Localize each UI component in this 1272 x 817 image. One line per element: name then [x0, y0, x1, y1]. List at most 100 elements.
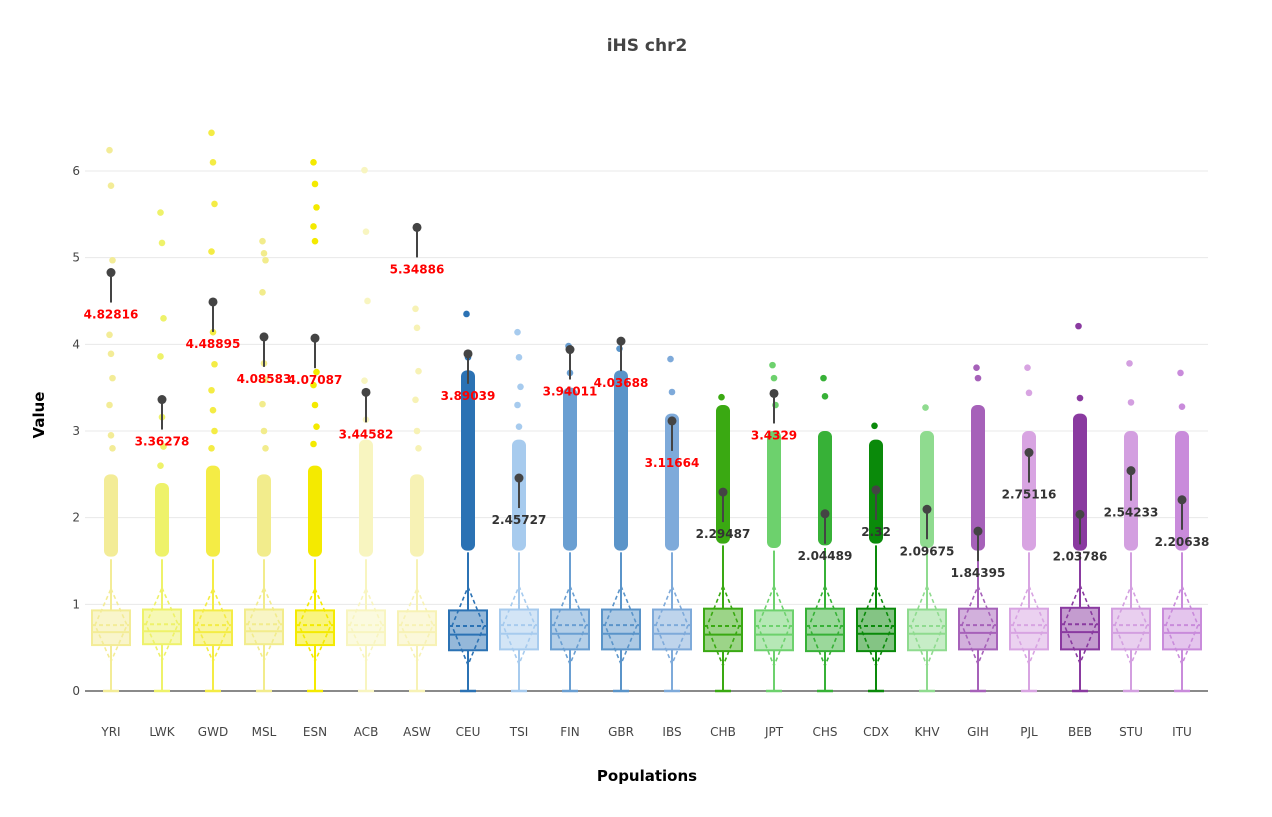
outlier-point	[1178, 403, 1186, 411]
box-esn: ESN 4.07087	[288, 159, 342, 739]
outlier-point	[412, 305, 419, 313]
outlier-point	[974, 374, 982, 382]
annotation-marker	[1024, 448, 1034, 458]
box-iqr	[754, 609, 794, 652]
x-tick-label: ITU	[1172, 725, 1192, 739]
box-iqr	[601, 608, 641, 651]
box-jpt: JPT 3.4329	[751, 361, 797, 739]
outlier-point	[1127, 399, 1135, 406]
sd-diamond	[1165, 584, 1199, 667]
outlier-point	[259, 289, 266, 296]
outlier-point	[211, 200, 218, 208]
box-iqr	[907, 608, 947, 652]
box-asw: ASW 5.34886	[390, 222, 445, 739]
x-tick-label: BEB	[1068, 725, 1092, 739]
x-tick-label: ESN	[303, 725, 327, 739]
outlier-point	[1076, 394, 1084, 402]
outlier-point	[311, 237, 319, 245]
box-iqr	[856, 607, 896, 653]
annotation-marker	[1177, 495, 1187, 505]
outlier-cluster	[461, 370, 475, 551]
box-iqr	[91, 609, 131, 647]
outlier-point	[313, 204, 320, 211]
outlier-cluster	[767, 430, 781, 548]
annotation-label: 2.20638	[1155, 535, 1210, 549]
sd-diamond	[400, 586, 434, 664]
outlier-cluster	[155, 482, 169, 557]
outlier-point	[109, 374, 116, 382]
annotation-marker	[871, 485, 881, 495]
outlier-cluster	[971, 404, 985, 551]
sd-diamond	[1114, 584, 1148, 667]
annotation-label: 3.4329	[751, 428, 797, 442]
outlier-point	[310, 381, 317, 389]
outlier-point	[517, 383, 524, 391]
annotation-marker	[718, 487, 728, 497]
box-fin: FIN 3.94011	[543, 342, 597, 739]
outlier-point	[1075, 322, 1082, 330]
box-khv: KHV 2.09675	[900, 404, 954, 739]
outlier-cluster	[1022, 430, 1036, 551]
box-iqr	[1009, 607, 1049, 651]
y-axis-label: Value	[30, 392, 48, 439]
sd-diamond	[553, 584, 587, 667]
outlier-point	[514, 328, 521, 336]
annotation-marker	[514, 473, 524, 483]
outlier-cluster	[308, 465, 322, 557]
outlier-point	[515, 354, 523, 361]
box-iqr	[805, 607, 845, 653]
box-beb: BEB 2.03786	[1053, 322, 1107, 739]
box-cdx: CDX 2.32	[856, 422, 896, 739]
annotation-marker	[259, 332, 269, 342]
annotation-marker	[1075, 509, 1085, 519]
box-iqr	[1111, 607, 1151, 651]
outlier-cluster	[716, 404, 730, 544]
outlier-point	[260, 250, 268, 257]
annotation-marker	[973, 526, 983, 536]
box-chs: CHS 2.04489	[798, 374, 853, 739]
annotation-label: 2.75116	[1002, 488, 1057, 502]
sd-diamond	[247, 585, 281, 663]
outlier-point	[820, 374, 827, 382]
box-iqr	[1162, 607, 1202, 651]
annotation-label: 5.34886	[390, 262, 445, 276]
outlier-point	[770, 374, 778, 382]
outlier-point	[209, 406, 217, 414]
outlier-cluster	[257, 474, 271, 557]
annotation-marker	[820, 509, 830, 519]
x-tick-label: JPT	[764, 725, 784, 739]
box-iqr	[346, 609, 386, 647]
outlier-point	[1126, 360, 1133, 367]
box-chb: CHB 2.29487	[696, 393, 750, 739]
outlier-point	[415, 445, 422, 452]
outlier-point	[311, 401, 319, 409]
x-tick-label: STU	[1119, 725, 1143, 739]
y-tick-label: 4	[72, 337, 80, 351]
outlier-point	[769, 361, 776, 369]
outlier-point	[209, 159, 217, 166]
annotation-label: 2.32	[861, 525, 891, 539]
annotation-label: 2.04489	[798, 549, 853, 563]
annotation-marker	[616, 336, 626, 346]
x-tick-label: FIN	[560, 725, 579, 739]
x-tick-label: CHB	[710, 725, 736, 739]
annotation-label: 4.82816	[84, 308, 139, 322]
sd-diamond	[196, 586, 230, 664]
outlier-point	[262, 445, 269, 452]
outlier-point	[160, 443, 167, 450]
outlier-point	[106, 401, 113, 409]
box-iqr	[1060, 606, 1100, 651]
box-iqr	[652, 608, 692, 651]
annotation-label: 4.03688	[594, 376, 649, 390]
x-tick-label: ASW	[403, 725, 431, 739]
sd-diamond	[808, 583, 842, 669]
sd-diamond	[298, 586, 332, 664]
y-tick-label: 3	[72, 424, 80, 438]
outlier-point	[310, 159, 317, 166]
sd-diamond	[910, 583, 944, 669]
outlier-point	[208, 386, 215, 394]
outlier-point	[821, 393, 829, 400]
annotation-label: 2.45727	[492, 513, 547, 527]
outlier-point	[311, 180, 319, 188]
